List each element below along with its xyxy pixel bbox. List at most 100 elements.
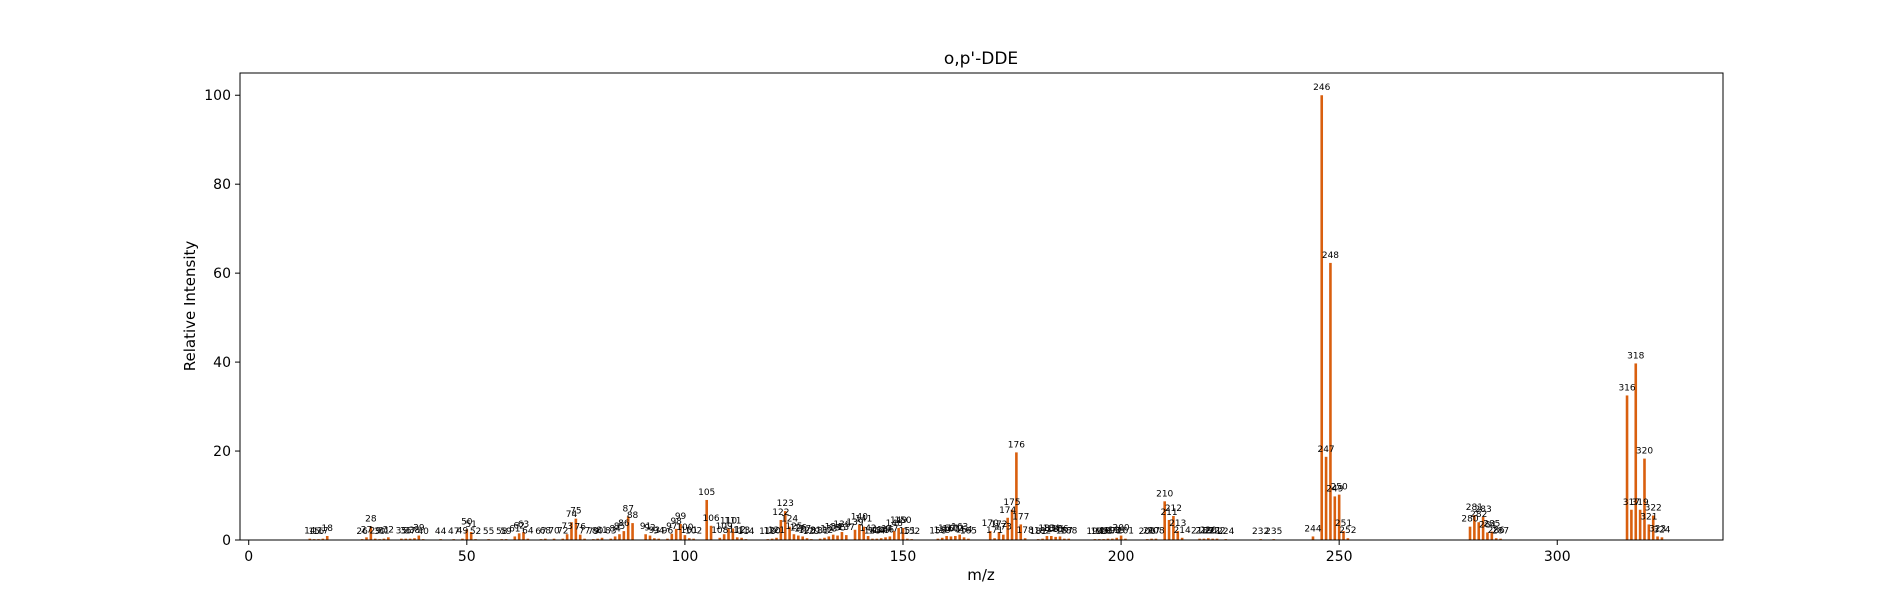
peak-label-224: 224 xyxy=(1217,527,1234,537)
peak-label-235: 235 xyxy=(1265,527,1282,537)
peak-label-213: 213 xyxy=(1169,519,1186,529)
peak-label-194: 194 xyxy=(1086,527,1103,537)
peak-bar-151 xyxy=(906,538,909,540)
peak-bar-39 xyxy=(417,535,421,540)
peak-label-148: 148 xyxy=(886,519,903,529)
peak-label-319: 319 xyxy=(1632,498,1649,508)
peak-label-110: 110 xyxy=(720,516,737,526)
peak-label-188: 188 xyxy=(1060,527,1077,537)
chart-title: o,p'-DDE xyxy=(944,49,1018,69)
peak-bar-146 xyxy=(884,537,887,540)
peak-bar-100 xyxy=(683,535,687,540)
peak-label-72: 72 xyxy=(557,527,568,537)
peak-label-211: 211 xyxy=(1160,508,1177,518)
peak-label-160: 160 xyxy=(938,524,955,534)
y-tick-label: 80 xyxy=(213,177,231,193)
peak-bar-214 xyxy=(1180,537,1184,540)
peak-label-62: 62 xyxy=(513,521,524,531)
peak-label-31: 31 xyxy=(378,527,389,537)
peak-bar-61 xyxy=(513,536,517,540)
x-tick-label: 300 xyxy=(1544,549,1571,565)
peak-label-136: 136 xyxy=(833,520,850,530)
peak-bar-251 xyxy=(1342,531,1345,540)
y-tick-label: 0 xyxy=(222,533,231,549)
peak-label-28: 28 xyxy=(365,515,377,525)
peak-bar-35 xyxy=(400,538,403,540)
peak-label-286: 286 xyxy=(1488,526,1505,536)
peak-label-37: 37 xyxy=(404,527,415,537)
peak-label-196: 196 xyxy=(1095,527,1112,537)
peak-label-125: 125 xyxy=(785,522,802,532)
peak-label-35: 35 xyxy=(396,527,407,537)
peak-label-52: 52 xyxy=(470,527,481,537)
peak-bar-199 xyxy=(1115,537,1119,540)
y-tick-label: 100 xyxy=(204,88,231,104)
peak-bar-320 xyxy=(1643,458,1646,540)
peak-label-32: 32 xyxy=(383,525,394,535)
peak-label-121: 121 xyxy=(768,526,785,536)
peak-bar-221 xyxy=(1211,538,1214,540)
peak-label-207: 207 xyxy=(1143,527,1160,537)
peak-label-102: 102 xyxy=(685,527,702,537)
peak-bar-188 xyxy=(1067,538,1071,540)
peak-label-144: 144 xyxy=(868,527,885,537)
peak-bar-86 xyxy=(622,531,626,540)
peak-label-218: 218 xyxy=(1191,527,1208,537)
peak-bar-149 xyxy=(897,527,900,540)
peak-bar-85 xyxy=(618,534,621,540)
peak-label-108: 108 xyxy=(711,526,728,536)
peak-bar-110 xyxy=(727,528,730,540)
peak-bar-27 xyxy=(365,537,368,540)
peak-label-122: 122 xyxy=(772,508,789,518)
peak-label-135: 135 xyxy=(829,524,846,534)
peak-label-106: 106 xyxy=(702,514,719,524)
peak-label-55: 55 xyxy=(483,527,494,537)
peak-label-214: 214 xyxy=(1174,526,1191,536)
peak-label-50: 50 xyxy=(461,517,473,527)
peak-bar-284 xyxy=(1486,532,1489,540)
peak-bar-249 xyxy=(1333,496,1337,540)
peak-label-64: 64 xyxy=(522,527,534,537)
peak-label-77: 77 xyxy=(579,527,590,537)
peak-bar-250 xyxy=(1337,494,1341,540)
peak-bar-283 xyxy=(1481,516,1485,540)
peak-label-172: 172 xyxy=(990,520,1007,530)
peak-bar-122 xyxy=(779,519,783,540)
peak-bar-176 xyxy=(1015,452,1018,540)
peak-label-97: 97 xyxy=(666,522,677,532)
peak-bar-248 xyxy=(1329,262,1332,540)
peak-label-140: 140 xyxy=(851,512,868,522)
peak-bar-247 xyxy=(1324,456,1328,540)
peak-label-141: 141 xyxy=(855,515,872,525)
peak-label-147: 147 xyxy=(881,524,898,534)
peak-label-323: 323 xyxy=(1649,524,1666,534)
peak-bar-70 xyxy=(552,538,556,540)
peak-label-139: 139 xyxy=(846,518,863,528)
peak-label-182: 182 xyxy=(1034,527,1051,537)
y-tick-label: 40 xyxy=(213,355,231,371)
peak-bar-213 xyxy=(1176,531,1180,540)
peak-bar-252 xyxy=(1346,538,1350,540)
x-tick-label: 250 xyxy=(1326,549,1353,565)
peak-label-87: 87 xyxy=(622,504,633,514)
peak-label-91: 91 xyxy=(640,522,651,532)
peak-bar-87 xyxy=(626,516,630,540)
peak-label-177: 177 xyxy=(1012,512,1029,522)
peak-label-29: 29 xyxy=(369,527,381,537)
peak-bar-282 xyxy=(1477,522,1481,540)
peak-bar-219 xyxy=(1202,538,1206,540)
peak-label-220: 220 xyxy=(1200,526,1217,536)
peak-bar-50 xyxy=(465,529,469,540)
peak-label-86: 86 xyxy=(618,519,630,529)
peak-bar-200 xyxy=(1119,535,1123,540)
peak-label-201: 201 xyxy=(1117,527,1134,537)
peak-bar-174 xyxy=(1006,517,1009,540)
peak-label-249: 249 xyxy=(1326,484,1343,494)
peak-bar-84 xyxy=(613,536,617,540)
peak-label-93: 93 xyxy=(649,526,660,536)
peak-label-47: 47 xyxy=(448,527,459,537)
peak-label-149: 149 xyxy=(890,516,907,526)
peak-label-250: 250 xyxy=(1331,483,1348,493)
peak-label-206: 206 xyxy=(1139,527,1156,537)
peak-label-176: 176 xyxy=(1008,440,1025,450)
